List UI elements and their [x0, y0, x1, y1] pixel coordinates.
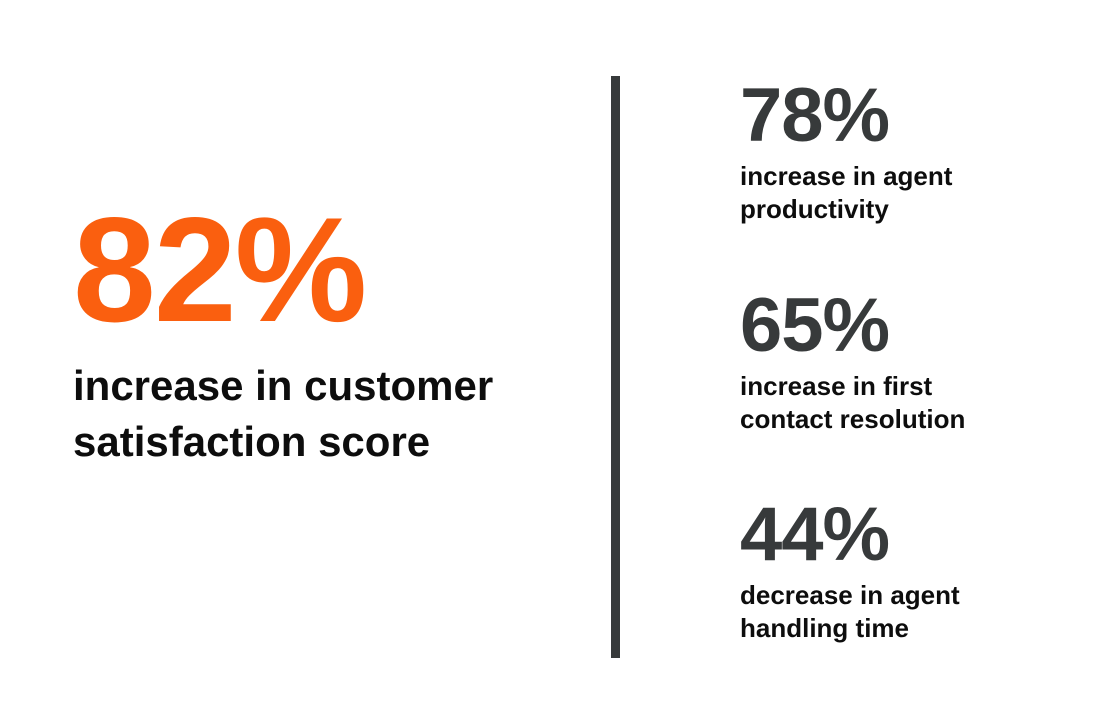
stat-label: decrease in agent handling time [740, 580, 960, 644]
stat-value: 78% [740, 73, 890, 158]
hero-stat: 82% increase in customer satisfaction sc… [73, 195, 563, 470]
hero-stat-label: increase in customer satisfaction score [73, 362, 494, 465]
hero-stat-value: 82% [73, 186, 367, 353]
stat-label: increase in first contact resolution [740, 370, 966, 434]
vertical-divider [611, 76, 620, 658]
stat-value: 65% [740, 282, 890, 368]
stats-column: 78% increase in agent productivity 65% i… [740, 78, 972, 646]
stat-item-first-contact-resolution: 65% increase in first contact resolution [740, 282, 972, 437]
stat-label: increase in agent productivity [740, 161, 953, 225]
stat-item-agent-productivity: 78% increase in agent productivity [740, 78, 972, 227]
stat-value: 44% [740, 492, 890, 578]
stat-item-agent-handling-time: 44% decrease in agent handling time [740, 497, 972, 646]
